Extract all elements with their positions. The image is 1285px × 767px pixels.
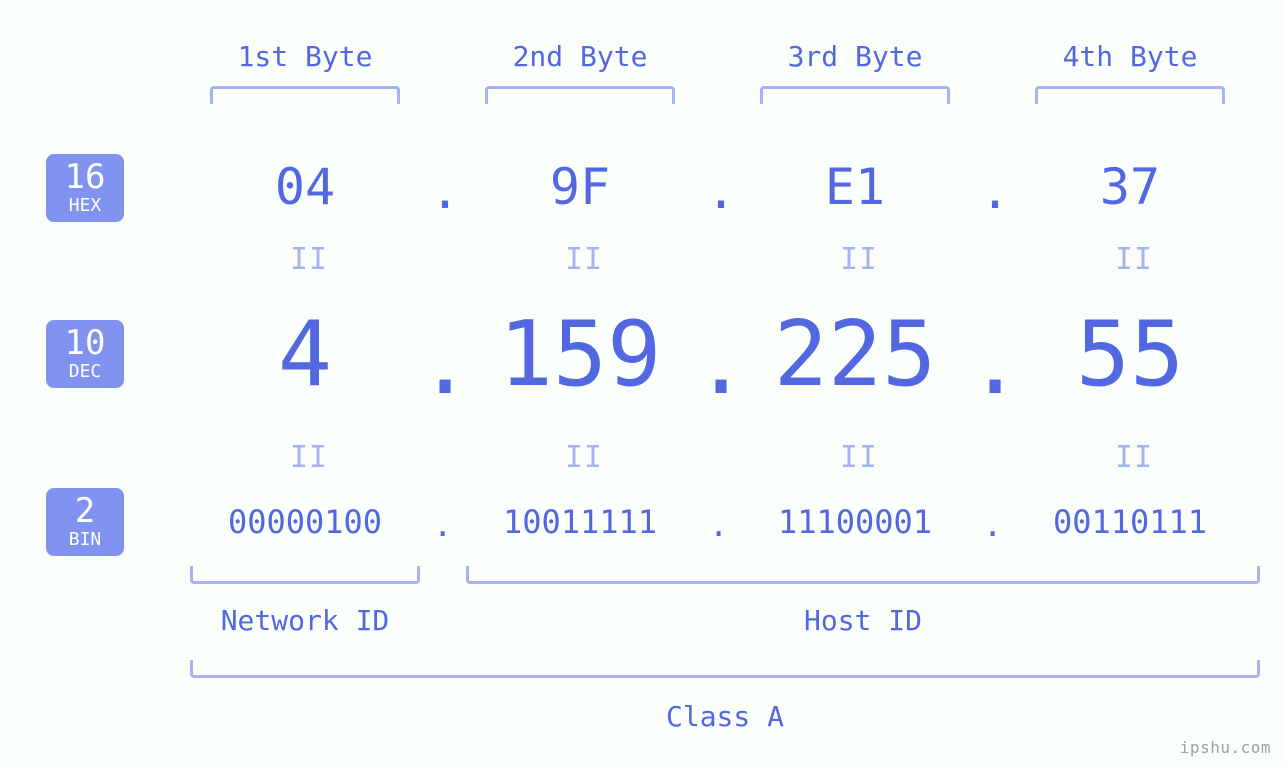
hex-byte-1: 04	[275, 158, 335, 216]
eq-dec-bin-3: II	[840, 440, 870, 475]
eq-dec-bin-2: II	[565, 440, 595, 475]
legend-hex: 16 HEX	[46, 154, 124, 222]
dec-byte-1: 4	[278, 302, 332, 407]
bin-byte-1: 00000100	[228, 503, 382, 541]
network-id-label: Network ID	[190, 604, 420, 637]
legend-hex-lab: HEX	[46, 196, 124, 216]
watermark: ipshu.com	[1180, 738, 1271, 757]
legend-dec-lab: DEC	[46, 362, 124, 382]
legend-bin-lab: BIN	[46, 530, 124, 550]
byte-header-2: 2nd Byte	[500, 40, 660, 73]
class-label: Class A	[190, 700, 1260, 733]
eq-dec-bin-4: II	[1115, 440, 1145, 475]
bin-dot-2: .	[709, 506, 727, 544]
legend-dec: 10 DEC	[46, 320, 124, 388]
bin-dot-1: .	[433, 506, 451, 544]
legend-hex-num: 16	[46, 160, 124, 194]
bin-byte-4: 00110111	[1053, 503, 1207, 541]
network-bracket	[190, 566, 420, 584]
hex-dot-2: .	[706, 162, 730, 220]
dec-byte-4: 55	[1076, 302, 1184, 407]
top-bracket-1	[210, 86, 400, 104]
dec-dot-2: .	[694, 310, 742, 415]
legend-bin-num: 2	[46, 494, 124, 528]
dec-byte-3: 225	[774, 302, 937, 407]
hex-dot-1: .	[430, 162, 454, 220]
bin-byte-2: 10011111	[503, 503, 657, 541]
host-id-label: Host ID	[466, 604, 1260, 637]
top-bracket-4	[1035, 86, 1225, 104]
eq-dec-bin-1: II	[290, 440, 320, 475]
top-bracket-2	[485, 86, 675, 104]
bin-byte-3: 11100001	[778, 503, 932, 541]
hex-byte-3: E1	[825, 158, 885, 216]
legend-bin: 2 BIN	[46, 488, 124, 556]
host-bracket	[466, 566, 1260, 584]
eq-hex-dec-1: II	[290, 242, 320, 277]
dec-byte-2: 159	[499, 302, 662, 407]
byte-header-1: 1st Byte	[225, 40, 385, 73]
eq-hex-dec-2: II	[565, 242, 595, 277]
byte-header-4: 4th Byte	[1050, 40, 1210, 73]
top-bracket-3	[760, 86, 950, 104]
hex-byte-4: 37	[1100, 158, 1160, 216]
legend-dec-num: 10	[46, 326, 124, 360]
class-bracket	[190, 660, 1260, 678]
hex-byte-2: 9F	[550, 158, 610, 216]
eq-hex-dec-4: II	[1115, 242, 1145, 277]
eq-hex-dec-3: II	[840, 242, 870, 277]
bin-dot-3: .	[983, 506, 1001, 544]
dec-dot-1: .	[418, 310, 466, 415]
byte-header-3: 3rd Byte	[775, 40, 935, 73]
hex-dot-3: .	[980, 162, 1004, 220]
dec-dot-3: .	[968, 310, 1016, 415]
